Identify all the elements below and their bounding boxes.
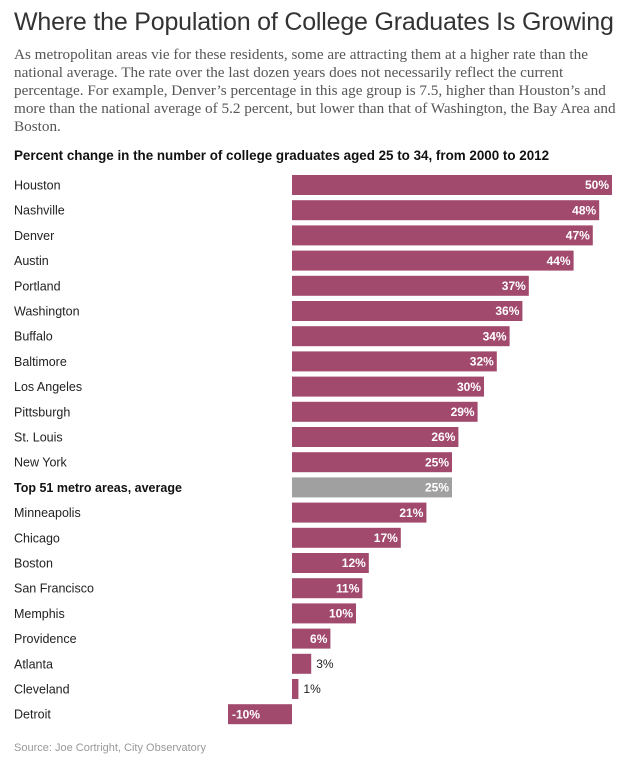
bar xyxy=(292,275,529,296)
bar xyxy=(292,250,574,271)
category-label: Cleveland xyxy=(14,683,70,697)
bar-row: New York 25% xyxy=(14,452,452,473)
category-label: Baltimore xyxy=(14,355,67,369)
source-note: Source: Joe Cortright, City Observatory xyxy=(14,742,206,754)
value-label: 26% xyxy=(431,430,455,444)
category-label: Providence xyxy=(14,632,77,646)
category-label: New York xyxy=(14,456,68,470)
value-label: 47% xyxy=(566,229,590,243)
value-label: 44% xyxy=(547,254,571,268)
category-label: Memphis xyxy=(14,607,65,621)
category-label: Nashville xyxy=(14,204,65,218)
bar-row: Houston 50% xyxy=(14,175,612,195)
value-label: 3% xyxy=(316,657,334,671)
bar xyxy=(292,452,452,473)
chart-description: As metropolitan areas vie for these resi… xyxy=(14,46,616,135)
category-label: Los Angeles xyxy=(14,380,82,394)
value-label: 37% xyxy=(502,279,526,293)
bar-row: Buffalo 34% xyxy=(14,326,510,347)
bar-row: St. Louis 26% xyxy=(14,427,459,447)
bar xyxy=(292,351,497,372)
bar-row: Pittsburgh 29% xyxy=(14,401,478,422)
value-label: 32% xyxy=(470,355,494,369)
bar-row: Denver 47% xyxy=(14,225,593,246)
category-label: Portland xyxy=(14,279,61,293)
bar xyxy=(292,578,363,599)
category-label: Top 51 metro areas, average xyxy=(14,481,182,495)
value-label: 25% xyxy=(425,481,449,495)
value-label: 48% xyxy=(572,203,596,217)
category-label: Austin xyxy=(14,254,49,268)
bar-row: Providence 6% xyxy=(14,628,331,649)
bar-row: Los Angeles 30% xyxy=(14,376,484,397)
bar-row: Detroit -10% xyxy=(14,704,292,725)
bar xyxy=(292,628,331,649)
category-label: St. Louis xyxy=(14,431,63,445)
bar xyxy=(292,603,356,624)
bar-row: Portland 37% xyxy=(14,275,529,296)
category-label: Chicago xyxy=(14,531,60,545)
value-label: 1% xyxy=(303,682,321,696)
bar xyxy=(292,301,523,321)
category-label: Boston xyxy=(14,557,53,571)
category-label: Buffalo xyxy=(14,330,53,344)
bar xyxy=(292,679,299,699)
bar-row: Baltimore 32% xyxy=(14,351,497,372)
bar-row: Top 51 metro areas, average 25% xyxy=(14,477,452,498)
bar-row: Boston 12% xyxy=(14,553,369,573)
bar xyxy=(292,527,401,548)
bar-row: San Francisco 11% xyxy=(14,578,363,599)
bar xyxy=(292,376,484,397)
category-label: San Francisco xyxy=(14,582,94,596)
category-label: Pittsburgh xyxy=(14,405,70,419)
value-label: -10% xyxy=(232,707,260,721)
value-label: 10% xyxy=(329,607,353,621)
value-label: 36% xyxy=(495,304,519,318)
bar-row: Atlanta 3% xyxy=(14,653,334,674)
bar xyxy=(292,200,600,221)
chart-headline: Where the Population of College Graduate… xyxy=(14,8,614,36)
category-label: Houston xyxy=(14,179,61,193)
bar-row: Washington 36% xyxy=(14,301,523,321)
bar-row: Austin 44% xyxy=(14,250,574,271)
bar-chart: Houston 50% Nashville 48% Denver 47% Austin 44%… xyxy=(14,175,612,725)
bar xyxy=(292,653,312,674)
chart-title: Percent change in the number of college … xyxy=(14,148,550,163)
value-label: 25% xyxy=(425,455,449,469)
bar-row: Cleveland 1% xyxy=(14,679,321,699)
category-label: Minneapolis xyxy=(14,506,81,520)
bar xyxy=(292,502,427,523)
bar-row: Chicago 17% xyxy=(14,527,401,548)
bar-row: Minneapolis 21% xyxy=(14,502,427,523)
bar xyxy=(292,553,369,573)
value-label: 21% xyxy=(399,506,423,520)
bar xyxy=(292,225,593,246)
category-label: Denver xyxy=(14,229,54,243)
average-bar xyxy=(292,477,452,498)
value-label: 29% xyxy=(451,405,475,419)
value-label: 6% xyxy=(310,632,328,646)
bar xyxy=(228,704,292,725)
value-label: 50% xyxy=(585,178,609,192)
value-label: 12% xyxy=(342,556,366,570)
value-label: 34% xyxy=(483,329,507,343)
bar-row: Nashville 48% xyxy=(14,200,600,221)
category-label: Detroit xyxy=(14,708,51,722)
bar-row: Memphis 10% xyxy=(14,603,356,624)
bar xyxy=(292,401,478,422)
bar xyxy=(292,427,459,447)
value-label: 11% xyxy=(336,581,360,595)
value-label: 17% xyxy=(374,531,398,545)
category-label: Washington xyxy=(14,305,80,319)
value-label: 30% xyxy=(457,380,481,394)
bar xyxy=(292,175,612,195)
bar xyxy=(292,326,510,347)
category-label: Atlanta xyxy=(14,657,53,671)
